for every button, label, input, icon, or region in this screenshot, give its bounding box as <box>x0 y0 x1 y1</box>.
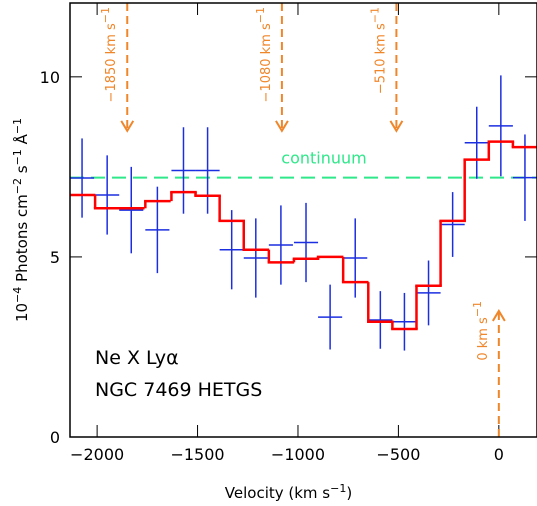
text-part: −1 <box>368 7 381 23</box>
annotation: NGC 7469 HETGS <box>95 379 262 401</box>
text-part: −1 <box>11 149 24 165</box>
y-tick-label: 10 <box>40 68 60 87</box>
text-part: Velocity (km s <box>225 484 331 502</box>
continuum-label: continuum <box>281 149 366 168</box>
x-tick-label: −1000 <box>271 445 325 464</box>
x-tick-label: −1500 <box>170 445 224 464</box>
text-part: −510 km s <box>373 23 388 94</box>
arrow-head <box>275 120 289 133</box>
text-part: ) <box>346 484 352 502</box>
arrow-head <box>120 120 135 133</box>
x-tick-label: 0 <box>494 445 504 464</box>
y-tick-label: 5 <box>50 248 60 267</box>
x-tick-label: −2000 <box>70 445 124 464</box>
text-part: 0 km s <box>476 317 491 361</box>
x-axis-label: Velocity (km s−1) <box>225 482 352 502</box>
text-part: −4 <box>11 287 24 303</box>
text-part: −2 <box>11 178 24 194</box>
text-part: −1850 km s <box>104 23 119 102</box>
x-tick-label: −500 <box>376 445 420 464</box>
arrow-head <box>491 308 506 322</box>
plot-area <box>70 75 537 351</box>
text-part: s <box>13 165 31 178</box>
y-axis-label: 10−4 Photons cm−2 s−1 Å−1 <box>11 118 31 322</box>
text-part: −1 <box>11 118 24 134</box>
text-part: 10 <box>13 303 31 322</box>
arrow-label: −1080 km s−1 <box>254 7 274 102</box>
arrow-label: −510 km s−1 <box>368 7 388 94</box>
arrow-head <box>389 120 404 133</box>
text-part: Å <box>12 133 31 149</box>
text-part: Photons cm <box>13 194 31 287</box>
arrow-label: 0 km s−1 <box>471 301 491 361</box>
plot-frame <box>69 2 537 438</box>
arrow-label: −1850 km s−1 <box>99 7 119 102</box>
text-part: −1 <box>99 7 112 23</box>
text-part: −1 <box>471 301 484 317</box>
text-part: −1 <box>254 7 267 23</box>
text-part: −1 <box>330 482 346 495</box>
annotation: Ne X Lyα <box>95 347 179 369</box>
y-tick-label: 0 <box>50 428 60 447</box>
text-part: −1080 km s <box>259 23 274 102</box>
